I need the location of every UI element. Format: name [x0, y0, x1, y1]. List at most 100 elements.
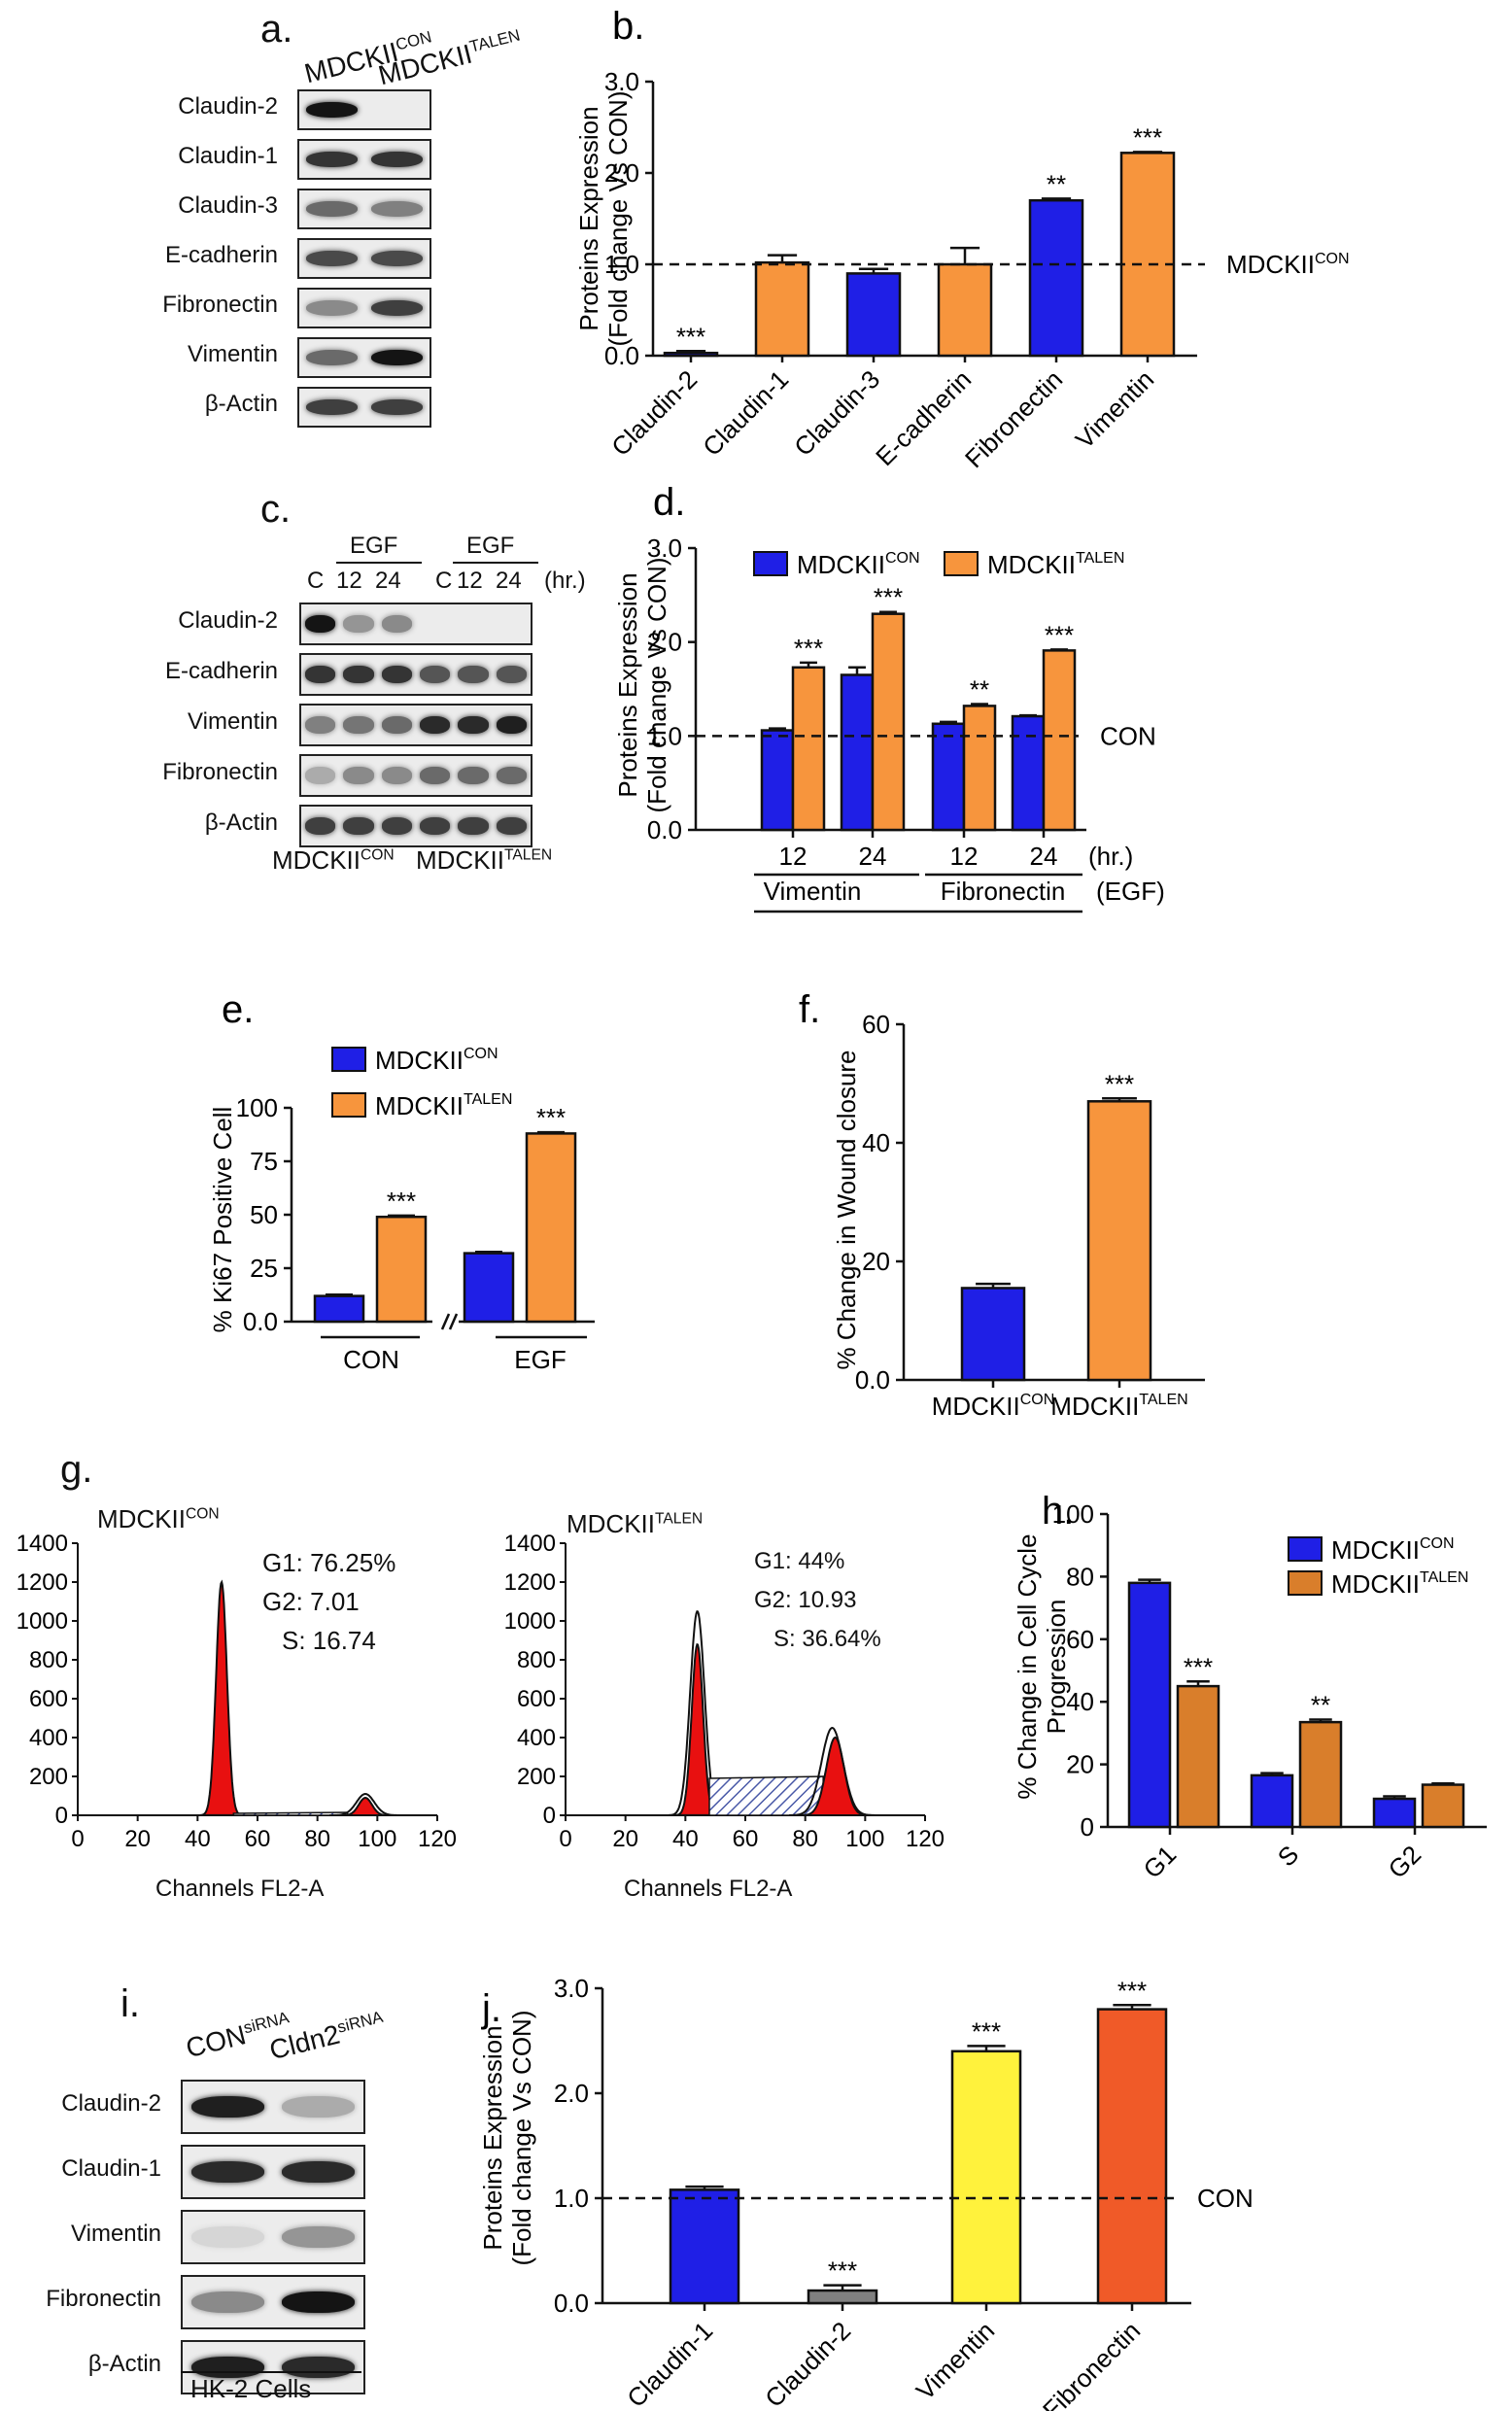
blot-band — [381, 716, 413, 734]
blot-row-label: β-Actin — [87, 2351, 161, 2377]
blot-band — [304, 666, 336, 683]
blot-band — [282, 2095, 355, 2118]
blot-band — [304, 615, 336, 633]
blot-band — [305, 200, 359, 218]
h-bar — [1127, 1581, 1172, 1829]
j-ytick-label: 2.0 — [554, 2079, 589, 2108]
hist2-g2-outline — [789, 1726, 876, 1816]
blot-band — [304, 767, 336, 784]
d-sig-label: *** — [1045, 620, 1074, 649]
j-ylabel: Proteins Expression — [478, 2025, 507, 2250]
f-ytick-label: 40 — [862, 1128, 890, 1157]
d-ytick-label: 1.0 — [647, 721, 682, 750]
hist2-g2: G2: 10.93 — [754, 1587, 857, 1613]
d-ytick-label: 2.0 — [647, 628, 682, 657]
blot-band-strip — [299, 704, 533, 746]
blot-row-label: Fibronectin — [162, 759, 278, 785]
hist2-xtick-label: 40 — [672, 1826, 699, 1852]
j-ytick-label: 0.0 — [554, 2289, 589, 2318]
blot-band — [191, 2225, 264, 2249]
hist2-xlabel: Channels FL2-A — [624, 1876, 793, 1902]
e-axis-break — [440, 1313, 451, 1330]
j-ylabel-2: (Fold change Vs CON) — [507, 2011, 536, 2266]
blot-band — [381, 817, 413, 835]
hist1-ytick-label: 1200 — [17, 1569, 68, 1596]
hist1-xtick-label: 120 — [418, 1826, 457, 1852]
d-legend-con-text: MDCKIICON — [797, 550, 920, 579]
d-ytick-label: 3.0 — [647, 534, 682, 563]
e-ytick-label: 0.0 — [243, 1307, 278, 1336]
f-xtick-label: MDCKIICON — [932, 1392, 1055, 1421]
b-sig-label: ** — [1047, 169, 1066, 198]
hist2-xtick-label: 80 — [792, 1826, 818, 1852]
blot-band-strip — [297, 139, 431, 180]
blot-band — [458, 716, 489, 734]
blot-row-label: Claudin-2 — [61, 2090, 161, 2117]
b-bar — [1119, 152, 1176, 358]
chart-e: e. 0.0 25 50 75 100% Ki67 Positive Cell MDCKII… — [208, 988, 595, 1374]
hist1-g1: G1: 76.25% — [262, 1548, 396, 1577]
blot-band — [370, 151, 424, 168]
h-sig-label: ** — [1311, 1691, 1330, 1720]
h-bar — [1372, 1797, 1417, 1829]
d-unit-2: (EGF) — [1096, 877, 1165, 906]
j-bar — [950, 2049, 1022, 2305]
blot-band — [496, 716, 528, 734]
blot-band — [343, 716, 374, 734]
d-legend-talen-text: MDCKIITALEN — [987, 550, 1124, 579]
d-ref-label: CON — [1100, 721, 1156, 750]
blot-band — [282, 2160, 355, 2184]
j-ytick-label: 1.0 — [554, 2184, 589, 2213]
hist1-ytick-label: 400 — [29, 1725, 68, 1751]
hist1-xtick-label: 60 — [245, 1826, 271, 1852]
blot-band-strip — [297, 337, 431, 378]
blot-row-label: Claudin-1 — [178, 143, 278, 169]
h-legend-talen-swatch — [1288, 1570, 1323, 1596]
blot-band-strip — [297, 387, 431, 428]
hist2-g2-peak — [799, 1736, 872, 1816]
j-sig-label: *** — [972, 2016, 1001, 2046]
d-sig-label: *** — [794, 634, 823, 663]
hist1-title: MDCKIICON — [97, 1504, 220, 1533]
f-bar — [1086, 1100, 1152, 1382]
j-xtick-label: Vimentin — [911, 2316, 1000, 2405]
blot-row-label: Vimentin — [188, 708, 278, 735]
e-legend-con-swatch — [331, 1047, 366, 1072]
blot-band-strip — [297, 288, 431, 328]
blot-band — [305, 151, 359, 168]
j-ref-label: CON — [1197, 2184, 1254, 2213]
h-ytick-label: 0 — [1081, 1812, 1094, 1842]
hist2-g1: G1: 44% — [754, 1548, 845, 1574]
d-group-label: Vimentin — [764, 877, 862, 906]
hist2-ytick-label: 1200 — [504, 1569, 556, 1596]
hist1-g2-outline — [329, 1792, 401, 1816]
lane-label: C — [435, 568, 453, 594]
blot-row-label: Claudin-2 — [178, 607, 278, 634]
e-group-label: EGF — [514, 1345, 566, 1374]
d-xtick-label: 12 — [779, 842, 808, 871]
e-panel-label: e. — [222, 988, 254, 1031]
blot-band-strip — [297, 238, 431, 279]
panel-c-label: c. — [260, 488, 292, 531]
hist1-s: S: 16.74 — [282, 1626, 376, 1655]
blot-band-strip — [299, 754, 533, 797]
hist1-ytick-label: 1400 — [17, 1531, 68, 1557]
lane-label: 24 — [496, 568, 522, 594]
blot-row-label: Vimentin — [188, 341, 278, 367]
d-bar — [840, 673, 875, 832]
blot-band — [343, 666, 374, 683]
d-xtick-label: 24 — [1030, 842, 1058, 871]
b-bar — [1028, 198, 1084, 358]
hist2-axes: 0 200 400 600 800 1000 1200 1400 0 20 40 60 80 100 120 — [504, 1531, 945, 1852]
egf-label-1: EGF — [350, 533, 398, 559]
h-bar — [1176, 1684, 1220, 1829]
lane-label: 12 — [336, 568, 362, 594]
group-label-con: MDCKIICON — [272, 845, 395, 875]
f-ytick-label: 20 — [862, 1247, 890, 1276]
j-panel-label: j. — [481, 1987, 501, 2030]
blot-band — [305, 349, 359, 366]
blot-band — [419, 716, 451, 734]
lane-label: 12 — [457, 568, 483, 594]
e-legend-talen-swatch — [331, 1092, 366, 1118]
